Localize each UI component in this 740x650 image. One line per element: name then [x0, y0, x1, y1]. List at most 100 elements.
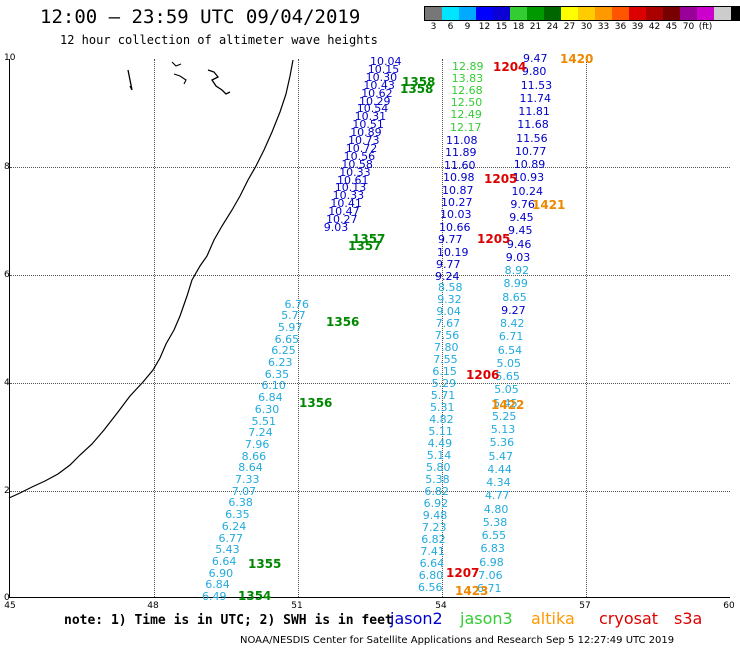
x-tick-60: 60	[723, 601, 735, 611]
wave-height-label: 10.89	[350, 126, 382, 140]
wave-height-label: 5.77	[281, 309, 306, 323]
color-swatch	[646, 7, 663, 20]
legend-jason3: jason3	[460, 609, 513, 628]
wave-height-label: 6.49	[202, 590, 227, 603]
color-scale-tick: 70	[682, 22, 695, 32]
color-swatch	[697, 7, 714, 20]
wave-height-label: 5.80	[426, 461, 451, 474]
wave-height-label: 7.24	[248, 426, 273, 440]
overpass-time-label: 1356	[326, 315, 360, 329]
wave-height-label: 12.89	[452, 60, 484, 73]
wave-height-label: 10.47	[328, 205, 360, 219]
wave-height-label: 12.49	[450, 108, 482, 122]
map-title: 12:00 – 23:59 UTC 09/04/2019	[40, 6, 361, 28]
color-scale-tick: 33	[597, 22, 610, 32]
x-tick-45: 45	[4, 601, 16, 611]
gridline-lon-54	[442, 59, 443, 597]
overpass-time-label: 1421	[532, 198, 566, 212]
overpass-time-label: 1423	[455, 584, 489, 598]
wave-height-label: 10.19	[437, 245, 469, 259]
color-swatch	[493, 7, 510, 20]
color-swatch	[510, 7, 527, 20]
wave-height-label: 10.31	[354, 110, 387, 124]
wave-height-label: 7.06	[478, 568, 503, 582]
overpass-time-label: 1357	[352, 232, 386, 246]
y-tick-2: 2	[4, 486, 10, 496]
color-scale-tick: 3	[430, 22, 437, 32]
wave-height-label: 10.41	[330, 197, 362, 211]
color-scale-ticks: 3 6 9 12 15 18 21 24 27 30 33 36 39 42 45 70 (ft)	[424, 22, 730, 34]
color-swatch	[680, 7, 697, 20]
wave-height-label: 9.27	[501, 303, 526, 317]
color-swatch	[476, 7, 493, 20]
wave-height-label: 6.38	[228, 496, 253, 510]
overpass-time-label: 1205	[477, 232, 511, 246]
credit-line: NOAA/NESDIS Center for Satellite Applica…	[240, 635, 675, 646]
wave-height-label: 6.64	[211, 554, 237, 568]
legend-s3a: s3a	[674, 609, 703, 628]
wave-height-label: 10.51	[352, 118, 384, 132]
wave-height-label: 6.84	[205, 578, 230, 592]
wave-height-label: 11.08	[446, 134, 478, 147]
y-tick-6: 6	[4, 270, 10, 280]
gridline-lat-4	[10, 383, 730, 384]
overpass-time-label: 1358	[402, 75, 436, 89]
wave-height-label: 6.54	[497, 343, 523, 357]
wave-height-label: 9.47	[523, 52, 548, 65]
wave-height-label: 5.71	[430, 389, 456, 402]
gridline-lon-48	[154, 59, 155, 597]
wave-height-label: 4.77	[485, 489, 510, 503]
color-scale-tick: 30	[580, 22, 593, 32]
wave-height-label: 9.45	[508, 224, 533, 238]
color-swatch	[629, 7, 646, 20]
wave-height-label: 11.81	[518, 105, 550, 118]
wave-height-label: 6.84	[258, 391, 283, 405]
gridline-lon-51	[298, 59, 299, 597]
wave-height-label: 9.77	[436, 258, 461, 271]
overpass-time-label: 1422	[491, 398, 525, 412]
overpass-time-label: 1206	[466, 368, 500, 382]
wave-height-label: 9.80	[521, 65, 547, 79]
wave-height-label: 6.24	[221, 519, 247, 533]
wave-height-label: 5.14	[426, 449, 452, 462]
wave-height-label: 8.99	[503, 277, 528, 291]
wave-height-label: 10.61	[337, 173, 369, 187]
wave-height-label: 7.55	[433, 353, 458, 366]
wave-height-label: 11.53	[520, 78, 553, 92]
wave-height-label: 9.46	[506, 237, 532, 251]
gridline-lat-6	[10, 275, 730, 276]
wave-height-label: 12.68	[451, 84, 483, 98]
wave-height-label: 6.71	[477, 582, 502, 595]
wave-height-label: 4.44	[487, 462, 512, 476]
wave-height-label: 6.83	[480, 542, 505, 556]
wave-height-label: 11.56	[516, 131, 548, 145]
wave-height-label: 6.90	[208, 566, 234, 580]
wave-height-label: 4.80	[483, 502, 509, 516]
wave-height-label: 10.72	[345, 141, 378, 155]
wave-height-label: 10.93	[512, 171, 545, 185]
color-scale-tick: (ft)	[698, 22, 713, 32]
wave-height-label: 10.56	[343, 149, 376, 163]
wave-height-label: 10.13	[334, 181, 367, 195]
y-tick-10: 10	[4, 53, 16, 63]
wave-height-label: 12.50	[450, 96, 483, 110]
color-scale-tick: 42	[648, 22, 661, 32]
overpass-time-label: 1355	[248, 557, 282, 571]
wave-height-label: 5.05	[494, 383, 519, 397]
x-tick-54: 54	[435, 601, 447, 611]
overpass-time-label: 1205	[484, 172, 518, 186]
wave-height-label: 10.98	[443, 171, 475, 185]
wave-height-label: 8.92	[504, 264, 530, 277]
color-scale-tick: 15	[495, 22, 508, 32]
map-subtitle: 12 hour collection of altimeter wave hei…	[60, 33, 378, 47]
wave-height-label: 6.76	[284, 297, 310, 311]
color-scale-tick: 12	[478, 22, 491, 32]
wave-height-label: 9.76	[510, 197, 535, 211]
color-scale-tick: 45	[665, 22, 678, 32]
x-tick-57: 57	[579, 601, 591, 611]
color-swatch	[442, 7, 459, 20]
wave-height-label: 8.65	[502, 290, 527, 304]
color-scale-tick: 27	[563, 22, 576, 32]
wave-height-label: 6.77	[218, 531, 244, 545]
